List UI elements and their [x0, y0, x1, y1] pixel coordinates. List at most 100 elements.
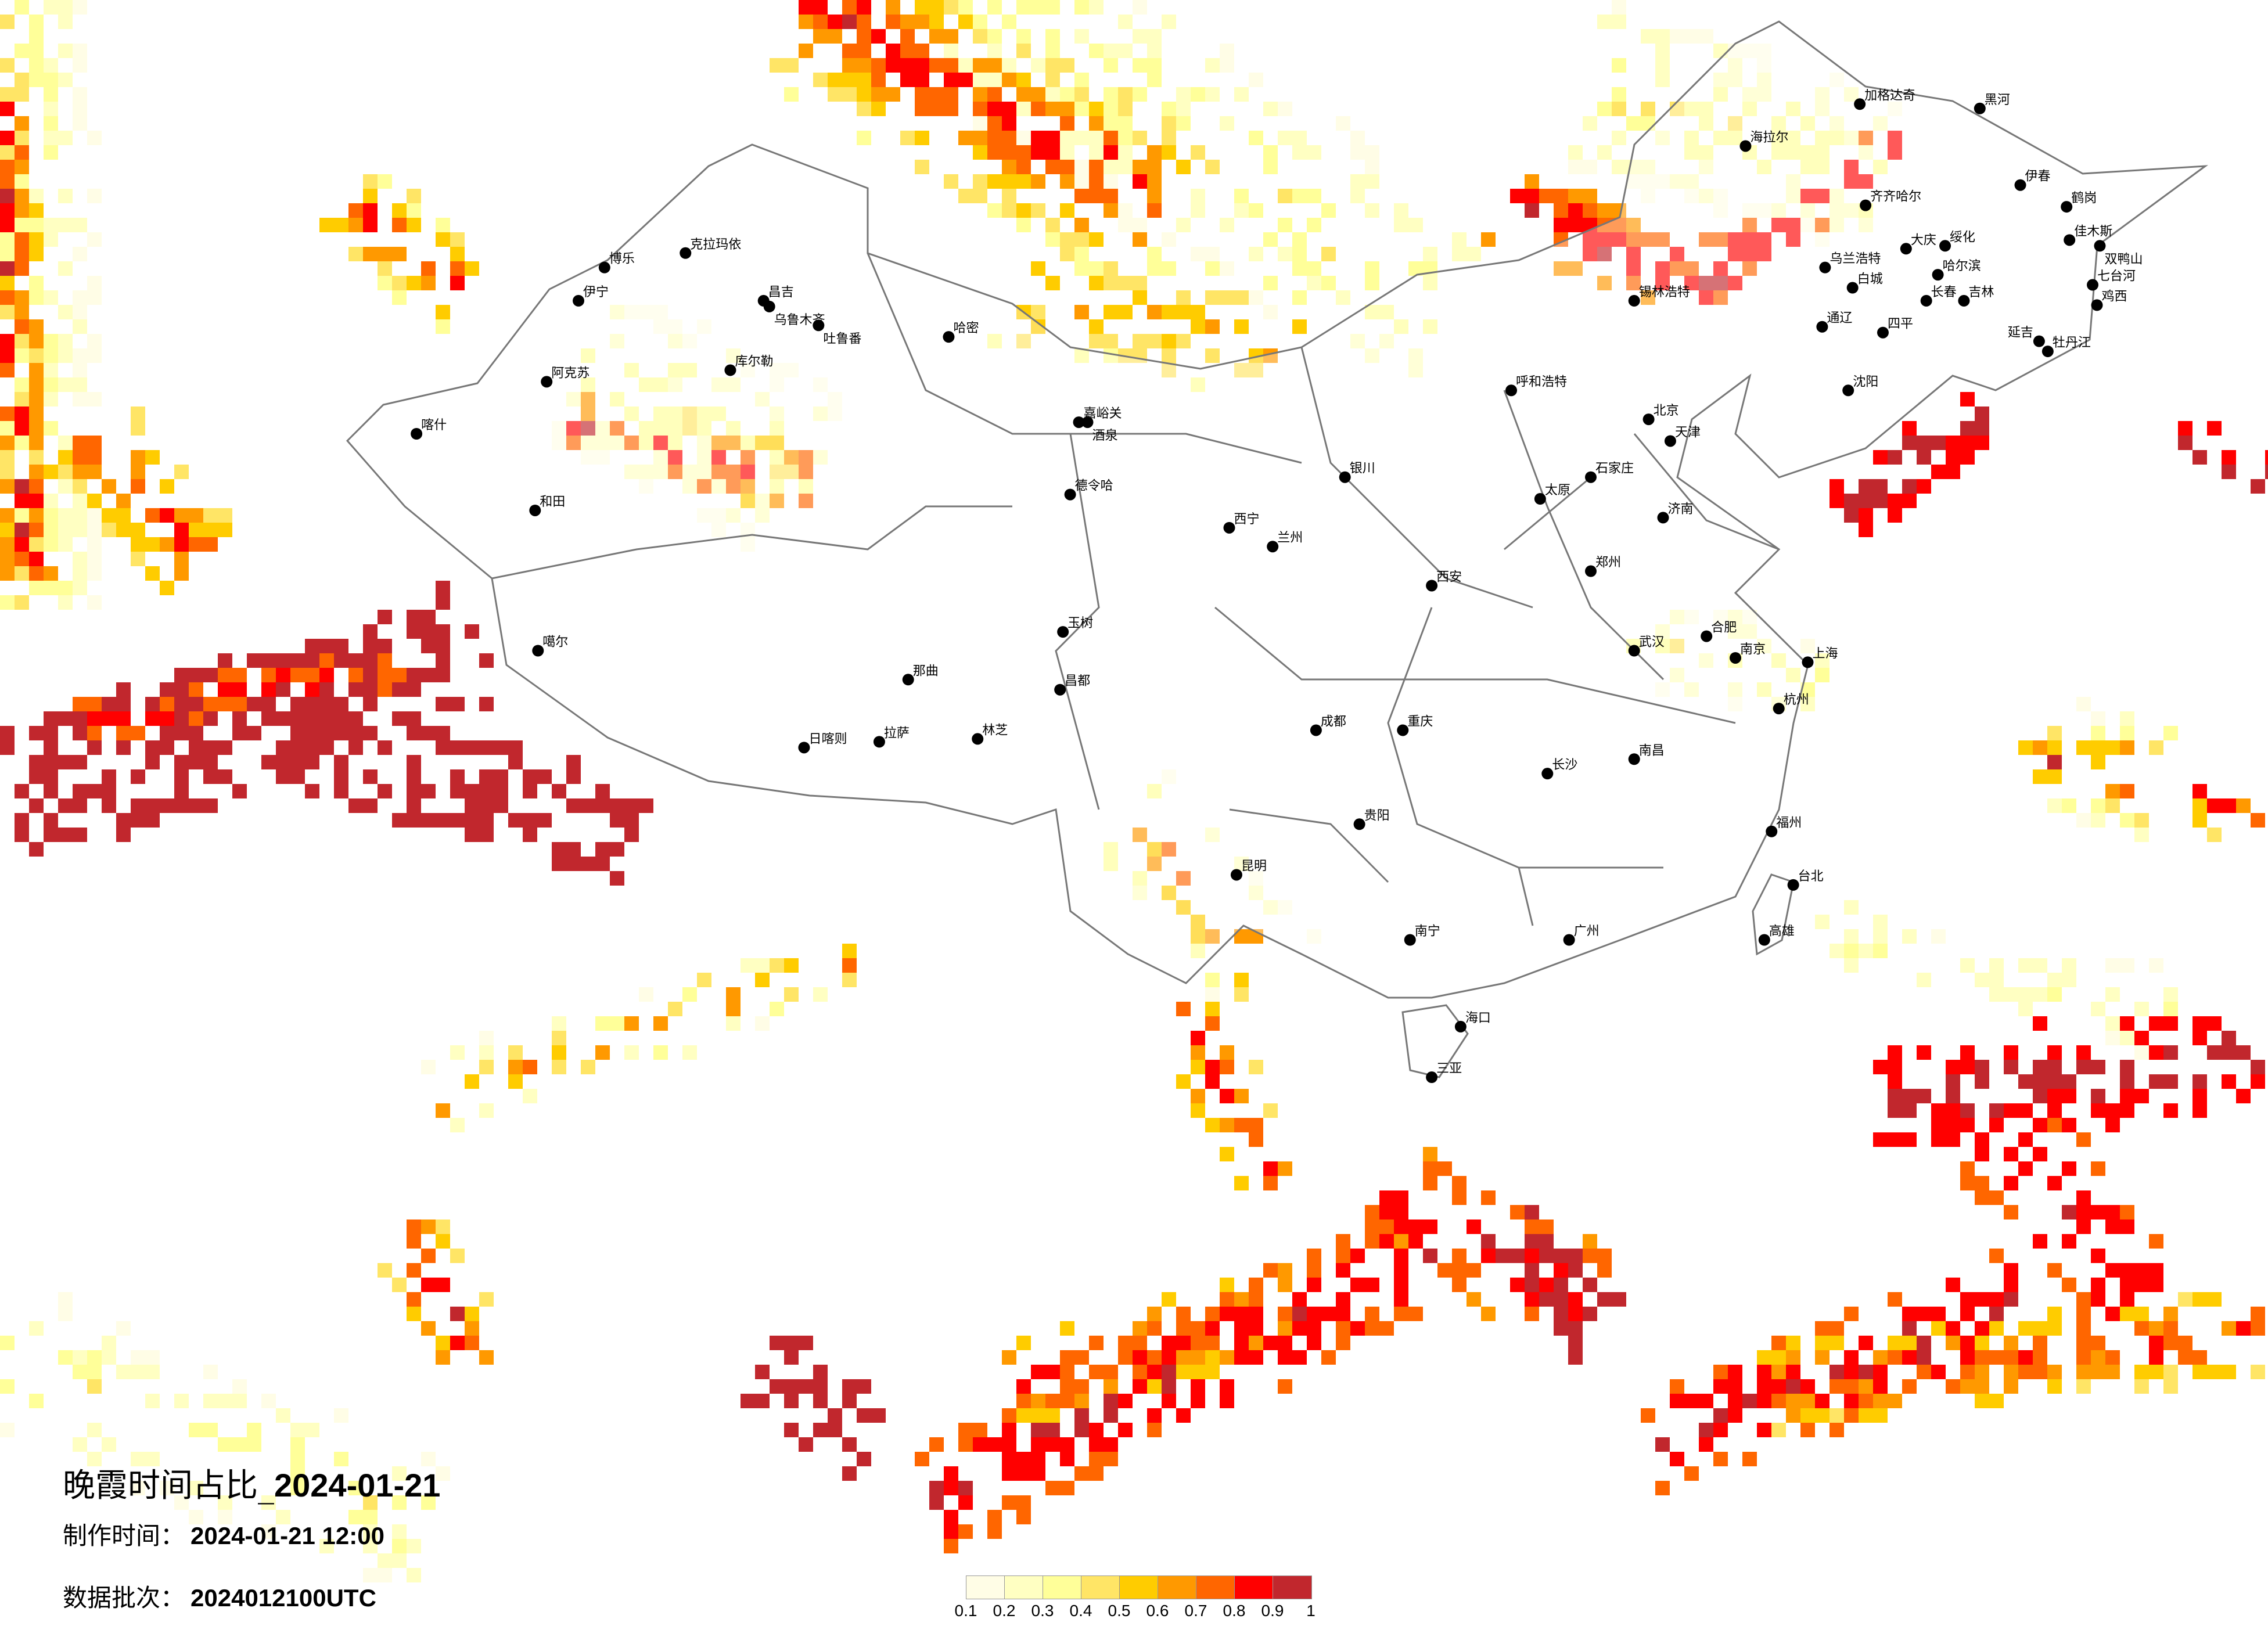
heat-cell	[276, 711, 290, 726]
heat-cell	[2222, 1074, 2236, 1089]
heat-cell	[58, 261, 73, 276]
heat-cell	[1771, 203, 1786, 218]
heat-cell	[1728, 697, 1742, 711]
city-label: 双鸭山	[2104, 252, 2143, 267]
heat-cell	[58, 1350, 73, 1365]
heat-cell	[1583, 160, 1597, 174]
heat-cell	[436, 1278, 450, 1292]
heat-cell	[639, 987, 653, 1002]
heat-cell	[1379, 1190, 1394, 1205]
heat-cell	[2149, 1321, 2163, 1336]
heat-cell	[1989, 1118, 2004, 1132]
heat-cell	[436, 726, 450, 740]
heat-cell	[421, 276, 436, 290]
production-time: 制作时间： 2024-01-21 12:00	[63, 1521, 384, 1550]
heat-cell	[1830, 73, 1844, 87]
heat-cell	[479, 784, 494, 798]
heat-cell	[1539, 1220, 1554, 1234]
heat-cell	[2149, 1336, 2163, 1350]
heat-cell	[1162, 232, 1176, 247]
heat-cell	[1365, 1278, 1379, 1292]
heat-cell	[1365, 261, 1379, 276]
heat-cell	[421, 1278, 436, 1292]
heat-cell	[1815, 102, 1830, 116]
heat-cell	[1365, 276, 1379, 290]
heat-cell	[2047, 987, 2062, 1002]
city-marker: 三亚	[1426, 1062, 1462, 1084]
city-label: 高雄	[1769, 924, 1795, 939]
heat-cell	[1655, 261, 1670, 276]
city-dot	[1664, 435, 1676, 447]
city-dot	[1404, 934, 1416, 946]
legend-label: 0.9	[1261, 1602, 1284, 1620]
heat-cell	[2091, 813, 2105, 828]
heat-cell	[29, 247, 44, 261]
heat-cell	[203, 1365, 218, 1379]
heat-cell	[334, 639, 348, 653]
heat-cell	[1670, 639, 1684, 653]
heat-cell	[1931, 1118, 1946, 1132]
heat-cell	[0, 479, 15, 494]
heat-cell	[1162, 1394, 1176, 1408]
heat-cell	[334, 697, 348, 711]
heat-cell	[1684, 1466, 1699, 1481]
heat-cell	[1597, 15, 1612, 29]
heat-cell	[1830, 131, 1844, 145]
heat-cell	[407, 1307, 421, 1321]
heat-cell	[1278, 1321, 1292, 1336]
heat-cell	[174, 668, 189, 682]
heat-cell	[1408, 348, 1423, 363]
heat-cell	[2192, 1292, 2207, 1307]
heat-cell	[1205, 828, 1220, 842]
heat-cell	[363, 1495, 378, 1510]
city-marker: 喀什	[411, 418, 447, 440]
heat-cell	[0, 131, 15, 145]
heat-cell	[1612, 0, 1626, 15]
heat-cell	[2120, 1278, 2134, 1292]
heat-cell	[900, 58, 915, 73]
heat-cell	[770, 58, 784, 73]
heat-cell	[450, 232, 465, 247]
heat-cell	[1118, 15, 1133, 29]
heat-cell	[1089, 1336, 1104, 1350]
heat-cell	[915, 102, 929, 116]
city-dot	[532, 645, 544, 657]
city-marker: 通辽	[1816, 311, 1852, 333]
city-dot	[1064, 488, 1076, 501]
heat-cell	[1074, 261, 1089, 276]
heat-cell	[842, 73, 857, 87]
heat-cell	[1771, 145, 1786, 160]
heat-cell	[1713, 44, 1728, 58]
heat-cell	[73, 711, 87, 726]
heat-cell	[1815, 653, 1830, 668]
heat-cell	[131, 537, 145, 552]
heat-cell	[566, 755, 581, 769]
heat-cell	[2222, 1365, 2236, 1379]
heat-cell	[1089, 1437, 1104, 1452]
heat-cell	[1220, 44, 1234, 58]
heat-cell	[1249, 1278, 1263, 1292]
heat-cell	[2163, 1321, 2178, 1336]
heat-cell	[348, 726, 363, 740]
heat-cell	[697, 421, 711, 436]
heat-cell	[726, 479, 741, 494]
heat-cell	[1902, 1321, 1917, 1336]
heat-cell	[305, 740, 319, 755]
heat-cell	[1742, 44, 1757, 58]
heat-cell	[44, 465, 58, 479]
heat-cell	[2134, 1045, 2149, 1060]
heat-cell	[450, 247, 465, 261]
heat-cell	[1220, 116, 1234, 131]
heat-cell	[2149, 1074, 2163, 1089]
city-dot	[1854, 98, 1866, 110]
city-dot	[873, 736, 885, 748]
heat-cell	[1728, 44, 1742, 58]
heat-cell	[1336, 1234, 1350, 1249]
heat-cell	[1873, 1408, 1888, 1423]
city-label: 杭州	[1784, 693, 1809, 707]
heat-cell	[755, 1016, 770, 1031]
heat-cell	[1336, 116, 1350, 131]
legend-swatch	[1196, 1576, 1235, 1599]
heat-cell	[1902, 1379, 1917, 1394]
heat-cell	[1089, 334, 1104, 348]
